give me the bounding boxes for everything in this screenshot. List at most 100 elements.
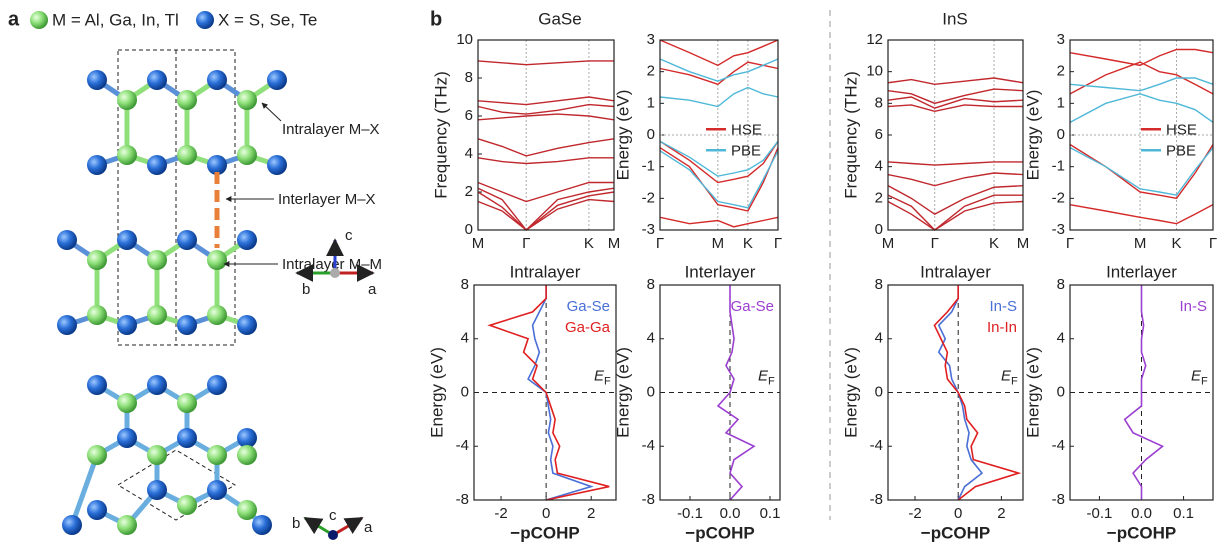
y-tick-label: -4: [456, 437, 469, 454]
band-line: [659, 140, 779, 184]
y-tick-label: -4: [1052, 437, 1065, 454]
atom: [177, 428, 197, 448]
band-line: [477, 181, 614, 203]
x-tick-label: -2: [494, 505, 507, 522]
atom: [117, 145, 137, 165]
atom: [237, 445, 257, 465]
x-tick-label: M: [1017, 235, 1030, 252]
y-tick-label: 4: [647, 330, 655, 347]
atom: [207, 250, 227, 270]
plot: -3 -2 -1 0 1 2 3 Γ M K Γ HSE PBE Energy (eV): [1023, 31, 1217, 252]
fermi-main: E: [594, 367, 605, 384]
atom: [177, 393, 197, 413]
band-line: [887, 200, 1024, 231]
band-line: [887, 104, 1023, 112]
x-tick-label: K: [989, 235, 999, 252]
band-line: [477, 113, 615, 121]
x-tick-label: Γ: [1209, 235, 1217, 252]
y-tick-label: 8: [465, 69, 473, 86]
band-line: [1069, 61, 1214, 95]
atom: [117, 393, 137, 413]
y-tick-label: 8: [461, 276, 469, 293]
y-tick-label: -2: [642, 189, 655, 206]
atom: [252, 515, 272, 535]
x-tick-label: 2: [997, 505, 1005, 522]
y-tick-label: 8: [875, 276, 883, 293]
x-tick-label: Γ: [774, 235, 782, 252]
band-line: [659, 140, 779, 177]
fermi-main: E: [758, 367, 769, 384]
fermi-label: EF: [1001, 367, 1018, 387]
annotation: Intralayer M–X: [282, 121, 380, 138]
material-title: GaSe: [538, 9, 581, 28]
y-tick-label: 1: [647, 94, 655, 111]
y-axis-label: Energy (eV): [613, 90, 632, 181]
atom: [117, 90, 137, 110]
atom: [87, 375, 107, 395]
material-title: InS: [942, 9, 968, 28]
y-tick-label: 2: [465, 183, 473, 200]
band-line: [477, 96, 615, 106]
x-tick-label: K: [743, 235, 753, 252]
band-line: [477, 198, 615, 231]
x-tick-label: 0.1: [760, 505, 781, 522]
pointer: [261, 102, 282, 122]
y-tick-label: 0: [1057, 126, 1065, 143]
y-tick-label: 0: [875, 383, 883, 400]
x-tick-label: Γ: [522, 235, 530, 252]
plot: -8 -4 0 4 8 -0.1 0.0 0.1 Ga-Se EF Interlayer −pCOHP…: [613, 262, 781, 542]
y-tick-label: 4: [875, 330, 883, 347]
plot-frame: [473, 284, 617, 501]
cohp-curve: [933, 285, 1022, 501]
band-line: [477, 191, 615, 231]
x-tick-label: 0.0: [720, 505, 741, 522]
atom: [237, 90, 257, 110]
atom: [147, 70, 167, 90]
x-tick-label: 2: [587, 505, 595, 522]
atom: [207, 155, 227, 175]
axes-triad: b c a: [292, 507, 373, 540]
atom: [267, 70, 287, 90]
band-line: [659, 58, 779, 82]
legend-label: Ga-Se: [731, 298, 774, 315]
y-tick-label: -4: [870, 437, 883, 454]
chart-title: Interlayer: [1106, 262, 1177, 281]
y-tick-label: -4: [642, 437, 655, 454]
atom: [87, 445, 107, 465]
x-axis-label: −pCOHP: [685, 523, 754, 542]
atom: [177, 315, 197, 335]
fermi-label: EF: [758, 367, 775, 387]
plot-frame: [887, 39, 1024, 231]
cohp-curve: [487, 285, 610, 501]
atom: [147, 250, 167, 270]
y-tick-label: 8: [1057, 276, 1065, 293]
axis-letter: c: [329, 507, 337, 524]
y-tick-label: 3: [647, 31, 655, 48]
plot: -8 -4 0 4 8 -2 0 2 In-S In-In EF Intralayer −pCOHP En…: [841, 262, 1024, 542]
axes-triad: c b a: [295, 227, 377, 298]
atom: [117, 315, 137, 335]
atom: [207, 305, 227, 325]
band-line: [887, 88, 1024, 105]
panel-letter: a: [8, 8, 20, 30]
plot: -8 -4 0 4 8 -2 0 2 Ga-Se Ga-Ga EF Intralayer −pCOHP E…: [427, 262, 617, 542]
atom: [147, 480, 167, 500]
atom: [207, 375, 227, 395]
y-tick-label: 4: [461, 330, 469, 347]
band-line: [477, 60, 614, 66]
atom: [87, 500, 107, 520]
axis-letter: b: [292, 515, 300, 532]
x-tick-label: Γ: [1066, 235, 1074, 252]
cohp-curve: [716, 285, 756, 501]
y-tick-label: 6: [465, 107, 473, 124]
x-tick-label: M: [712, 235, 725, 252]
y-tick-label: 0: [461, 383, 469, 400]
x-tick-label: K: [584, 235, 594, 252]
plot-frame: [477, 39, 615, 231]
band-line: [887, 96, 1024, 109]
atom: [177, 495, 197, 515]
y-tick-label: -8: [1052, 491, 1065, 508]
atom: [237, 315, 257, 335]
legend-label: In-S: [989, 298, 1017, 315]
band-line: [1069, 93, 1214, 123]
